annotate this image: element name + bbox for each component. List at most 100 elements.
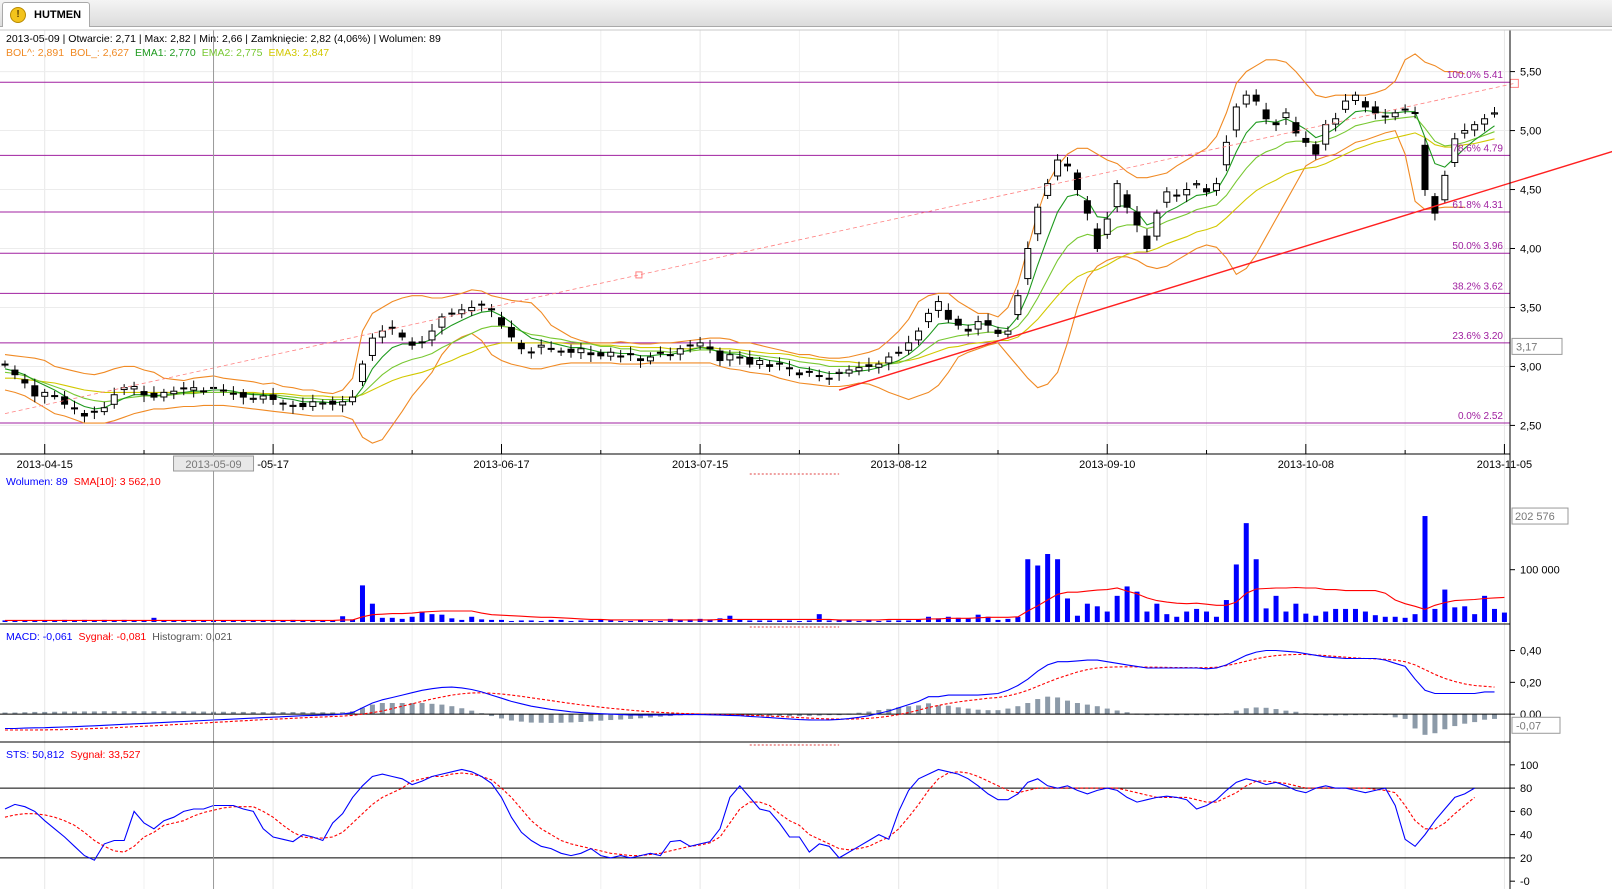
- macd-histogram-bar: [1462, 714, 1468, 724]
- candle: [378, 325, 386, 344]
- volume-bar: [300, 620, 306, 622]
- macd-histogram-bar: [250, 712, 256, 715]
- candle: [915, 327, 923, 346]
- macd-histogram-bar: [1333, 714, 1339, 716]
- macd-histogram-bar: [449, 706, 455, 715]
- volume-bar: [647, 620, 653, 622]
- candle-body: [1322, 124, 1330, 145]
- candle-body: [1163, 191, 1171, 203]
- candle: [1014, 289, 1022, 320]
- candle: [279, 399, 287, 411]
- candle-body: [1103, 218, 1111, 235]
- candle: [468, 300, 476, 317]
- price-axis-label: 3,50: [1520, 302, 1541, 314]
- cursor-date-label: 2013-05-09: [185, 459, 241, 471]
- candle-body: [368, 337, 376, 356]
- macd-histogram-bar: [260, 712, 266, 715]
- volume-bar: [240, 620, 246, 622]
- tab-hutmen[interactable]: ! HUTMEN: [2, 2, 90, 27]
- candle-body: [358, 363, 366, 383]
- candle: [974, 315, 982, 336]
- price-legend-item: EMA1: 2,770: [135, 47, 196, 59]
- candle: [358, 360, 366, 387]
- macd-histogram-bar: [1015, 706, 1021, 715]
- macd-histogram-bar: [300, 712, 306, 715]
- volume-bar: [1343, 608, 1349, 622]
- candle: [339, 395, 347, 413]
- macd-histogram-bar: [62, 711, 68, 715]
- macd-histogram-bar: [359, 707, 365, 715]
- candle: [368, 333, 376, 361]
- price-legend-item: EMA2: 2,775: [202, 47, 263, 59]
- macd-histogram-bar: [439, 704, 445, 715]
- candle: [1401, 104, 1409, 114]
- candle: [408, 337, 416, 350]
- macd-histogram-bar: [1273, 709, 1279, 715]
- volume-bar: [499, 619, 504, 622]
- volume-axis-label: 100 000: [1520, 565, 1560, 577]
- macd-axis-label: 0,20: [1520, 677, 1541, 689]
- volume-bar: [1025, 559, 1031, 622]
- candle-body: [915, 330, 923, 341]
- volume-bar: [171, 620, 177, 622]
- candle: [388, 320, 396, 335]
- volume-bar: [359, 585, 365, 622]
- macd-histogram-bar: [121, 711, 127, 715]
- volume-bar: [1184, 611, 1190, 622]
- volume-bar: [230, 620, 236, 622]
- price-axis-label: 2,50: [1520, 420, 1541, 432]
- macd-histogram-bar: [518, 714, 524, 722]
- macd-histogram-bar: [975, 709, 981, 715]
- volume-bar: [1084, 603, 1090, 622]
- candle-body: [170, 390, 178, 395]
- volume-bar: [816, 614, 822, 622]
- volume-bar: [1204, 611, 1210, 622]
- price-axis-label: 4,50: [1520, 185, 1541, 197]
- candle-body: [339, 401, 347, 406]
- candle: [1153, 209, 1161, 241]
- candle-body: [637, 358, 645, 362]
- candle: [1034, 203, 1042, 242]
- candle-body: [90, 410, 98, 413]
- candle: [1073, 169, 1081, 196]
- candle: [1411, 106, 1419, 119]
- candle: [984, 313, 992, 333]
- candle-body: [1083, 200, 1091, 214]
- chart-area[interactable]: 2,50 3,00 3,50 4,00 4,50 5,00 5,50 100.0% 5.41 7…: [0, 26, 1612, 889]
- volume-bar: [1432, 608, 1438, 622]
- candle-body: [1203, 188, 1211, 193]
- candle-body: [1113, 183, 1121, 208]
- candle-body: [607, 351, 615, 357]
- candle: [905, 335, 913, 355]
- candle-body: [1302, 137, 1310, 143]
- candle: [1044, 178, 1052, 199]
- candle: [1252, 89, 1260, 106]
- cursor-date-tag: [173, 455, 255, 472]
- volume-bar: [12, 620, 18, 622]
- candle: [805, 366, 813, 377]
- macd-histogram-bar: [786, 714, 792, 717]
- macd-histogram-bar: [528, 714, 534, 723]
- candle-body: [766, 364, 774, 367]
- candle-body: [924, 312, 932, 323]
- candle: [488, 304, 496, 318]
- candle-body: [736, 356, 744, 359]
- macd-histogram-bar: [1084, 704, 1090, 715]
- volume-bar: [270, 620, 276, 622]
- volume-bar: [439, 614, 445, 622]
- price-legend-item: EMA3: 2,847: [268, 47, 329, 59]
- candle-body: [726, 354, 734, 361]
- volume-bar: [538, 620, 544, 622]
- candle-body: [1183, 189, 1191, 196]
- candle: [1093, 223, 1101, 253]
- volume-sma-line: [5, 586, 1505, 621]
- candle-body: [468, 306, 476, 312]
- macd-histogram-bar: [489, 714, 495, 717]
- macd-histogram-bar: [131, 711, 137, 715]
- date-label: -05-17: [257, 459, 289, 471]
- volume-bar: [459, 619, 465, 622]
- volume-bar: [985, 616, 991, 622]
- macd-histogram-bar: [81, 711, 87, 715]
- volume-panel: [2, 516, 1507, 622]
- candle: [1212, 177, 1220, 196]
